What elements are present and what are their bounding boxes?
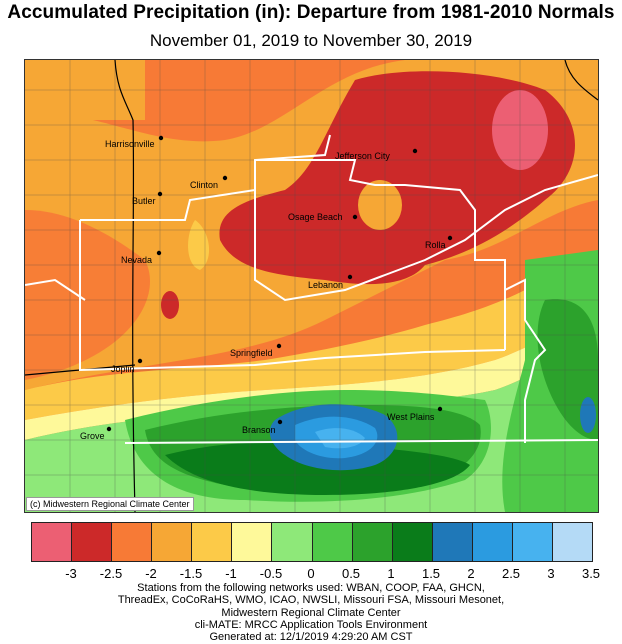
legend-swatch: [352, 523, 393, 561]
city-label-rolla: Rolla: [425, 240, 446, 250]
legend-tick-labels: -3 -2.5 -2 -1.5 -1 -0.5 0 0.5 1 1.5 2 2.5 3 3.5: [0, 566, 622, 582]
legend-tick-label: -1: [225, 566, 237, 581]
city-dot-butler: [157, 191, 163, 197]
legend-swatch: [232, 523, 273, 561]
city-label-butler: Butler: [132, 196, 156, 206]
map-canvas: Harrisonville Jefferson City Clinton But…: [25, 60, 598, 512]
legend-swatch: [192, 523, 233, 561]
county-boundaries: [25, 60, 598, 512]
footer-line: Stations from the following networks use…: [137, 582, 485, 594]
climate-division-boundaries: [25, 134, 598, 444]
zone-minus-2-west: [25, 210, 150, 380]
city-label-springfield: Springfield: [230, 348, 273, 358]
city-dot-lebanon: [347, 274, 353, 280]
city-dot-branson: [277, 419, 283, 425]
footer-line: cli-MATE: MRCC Application Tools Environ…: [194, 618, 428, 631]
city-label-osage-beach: Osage Beach: [288, 212, 343, 222]
city-markers: Harrisonville Jefferson City Clinton But…: [80, 135, 453, 441]
city-label-branson: Branson: [242, 425, 276, 435]
city-dot-clinton: [222, 175, 228, 181]
footer-line: Midwestern Regional Climate Center: [221, 606, 401, 619]
legend-tick-label: 3.5: [581, 566, 601, 581]
zone-minus-0-5: [25, 320, 598, 440]
footer-line: ThreadEx, CoCoRaHS, WMO, ICAO, NWSLI, Mi…: [117, 594, 505, 607]
city-label-clinton: Clinton: [190, 180, 218, 190]
legend-tick-label: -3: [65, 566, 77, 581]
footer-line: Generated at: 12/1/2019 4:29:20 AM CST: [209, 631, 413, 644]
zone-minus-2-5-small: [161, 291, 179, 319]
legend-swatch: [312, 523, 353, 561]
legend-swatch: [32, 523, 73, 561]
zone-2-east: [580, 397, 596, 433]
zone-minus-1-clinton: [188, 220, 210, 270]
legend-tick-label: 3: [547, 566, 555, 581]
city-label-west-plains: West Plains: [387, 412, 435, 422]
legend-swatch: [272, 523, 313, 561]
legend-swatch: [392, 523, 433, 561]
city-label-jefferson-city: Jefferson City: [335, 151, 390, 161]
legend-tick-label: -2: [145, 566, 157, 581]
legend-tick-label: 0.5: [341, 566, 361, 581]
color-legend: [31, 522, 593, 562]
legend-tick-label: 1: [387, 566, 395, 581]
city-dot-west-plains: [437, 406, 443, 412]
legend-swatch: [112, 523, 153, 561]
city-label-nevada: Nevada: [121, 255, 152, 265]
date-range-subtitle: November 01, 2019 to November 30, 2019: [149, 31, 473, 50]
legend-swatch: [512, 523, 554, 561]
zone-minus-1-5-osage: [358, 180, 402, 230]
city-label-grove: Grove: [80, 431, 105, 441]
legend-swatch: [152, 523, 193, 561]
city-dot-nevada: [156, 250, 162, 256]
zone-minus-2-5: [219, 71, 575, 285]
city-dot-jefferson-city: [412, 148, 418, 154]
legend-tick-label: -2.5: [99, 566, 123, 581]
city-dot-osage-beach: [352, 214, 358, 220]
legend-tick-label: 1.5: [421, 566, 441, 581]
city-dot-grove: [106, 426, 112, 432]
map-title: Accumulated Precipitation (in): Departur…: [7, 2, 615, 23]
legend-swatch: [472, 523, 513, 561]
data-sources-footer: Stations from the following networks use…: [0, 582, 622, 643]
city-label-harrisonville: Harrisonville: [105, 139, 155, 149]
legend-tick-label: -1.5: [179, 566, 203, 581]
copyright-credit: (c) Midwestern Regional Climate Center: [26, 497, 194, 511]
zone-1-5-dark: [165, 442, 470, 495]
precipitation-map: Harrisonville Jefferson City Clinton But…: [24, 59, 599, 513]
legend-swatch: [72, 523, 113, 561]
city-dot-harrisonville: [158, 135, 164, 141]
zone-minus-1: [25, 270, 598, 420]
legend-tick-label: 0: [307, 566, 315, 581]
city-dot-joplin: [137, 358, 143, 364]
legend-tick-label: 2: [467, 566, 475, 581]
city-label-joplin: Joplin: [111, 364, 135, 374]
legend-tick-label: -0.5: [259, 566, 283, 581]
legend-swatch: [432, 523, 473, 561]
legend-swatch: [553, 523, 593, 561]
city-label-lebanon: Lebanon: [308, 280, 343, 290]
legend-tick-label: 2.5: [501, 566, 521, 581]
city-dot-springfield: [276, 343, 282, 349]
city-dot-rolla: [447, 235, 453, 241]
